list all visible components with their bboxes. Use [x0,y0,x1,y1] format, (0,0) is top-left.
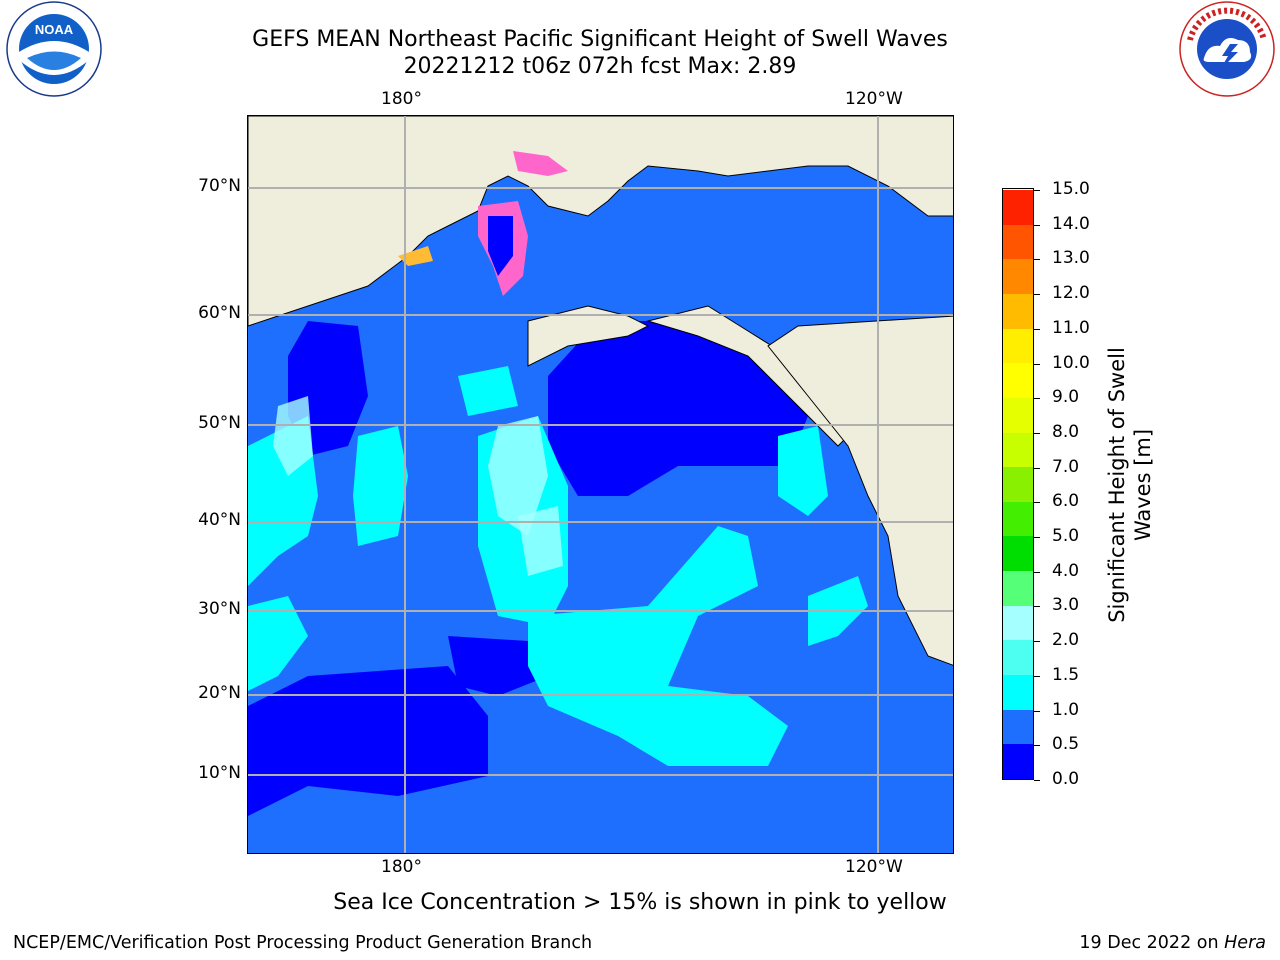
chart-subtitle: 20221212 t06z 072h fcst Max: 2.89 [403,54,797,79]
colorbar-segment [1003,501,1033,537]
footer-machine: Hera [1224,933,1266,953]
colorbar-tick-mark [1034,606,1040,608]
lon-label-top-180: 180° [381,89,422,109]
colorbar-label-line1: Significant Height of Swell [1105,347,1129,623]
colorbar-tick-mark [1034,537,1040,539]
colorbar-tick-label: 2.0 [1052,630,1080,651]
colorbar-tick-mark [1034,467,1040,469]
colorbar-tick-label: 4.0 [1052,560,1080,581]
colorbar-tick-mark [1034,398,1040,400]
colorbar-tick-label: 12.0 [1052,283,1090,304]
noaa-logo: NOAA [6,1,102,97]
colorbar-label-line2: Waves [m] [1131,428,1155,542]
colorbar-tick-label: 6.0 [1052,491,1080,512]
colorbar-tick-label: 1.5 [1052,664,1080,685]
lat-label-50n: 50°N [198,413,241,433]
colorbar-tick-label: 10.0 [1052,352,1090,373]
colorbar-tick-label: 9.0 [1052,387,1080,408]
colorbar-tick-label: 14.0 [1052,213,1090,234]
colorbar-tick-label: 0.0 [1052,769,1080,789]
colorbar-segment [1003,397,1033,433]
colorbar-tick-mark [1034,641,1040,643]
colorbar-tick-label: 15.0 [1052,179,1090,199]
colorbar-segment [1003,328,1033,364]
colorbar-tick-label: 11.0 [1052,317,1090,338]
colorbar-segment [1003,605,1033,641]
lat-label-30n: 30°N [198,599,241,619]
colorbar-tick-label: 0.5 [1052,734,1080,755]
footer-branch: NCEP/EMC/Verification Post Processing Pr… [13,933,593,953]
colorbar-tick-mark [1034,224,1040,226]
colorbar-segment [1003,189,1033,225]
colorbar [1002,188,1034,780]
colorbar-tick-mark [1034,710,1040,712]
colorbar-segment [1003,432,1033,468]
colorbar-tick-mark [1034,745,1040,747]
colorbar-tick-label: 7.0 [1052,456,1080,477]
colorbar-segment [1003,466,1033,502]
lat-label-10n: 10°N [198,763,241,783]
lat-label-60n: 60°N [198,303,241,323]
colorbar-tick-mark [1034,363,1040,365]
colorbar-tick-label: 3.0 [1052,595,1080,616]
colorbar-tick-label: 13.0 [1052,248,1090,269]
colorbar-tick-mark [1034,432,1040,434]
colorbar-tick-label: 1.0 [1052,699,1080,720]
footer-date: 19 Dec 2022 on Hera [1079,933,1266,953]
colorbar-segment [1003,224,1033,260]
colorbar-tick-mark [1034,294,1040,296]
sea-ice-note: Sea Ice Concentration > 15% is shown in … [333,890,947,915]
colorbar-tick-mark [1034,780,1040,781]
noaa-logo-text: NOAA [35,22,74,37]
nws-logo [1179,1,1275,97]
colorbar-tick-label: 8.0 [1052,421,1080,442]
lat-label-70n: 70°N [198,176,241,196]
lat-label-20n: 20°N [198,683,241,703]
colorbar-tick-mark [1034,571,1040,573]
map-panel [247,115,954,854]
colorbar-segment [1003,362,1033,398]
colorbar-tick-mark [1034,259,1040,261]
chart-title: GEFS MEAN Northeast Pacific Significant … [252,27,948,52]
colorbar-segment [1003,258,1033,294]
colorbar-tick-mark [1034,328,1040,330]
colorbar-segment [1003,535,1033,572]
colorbar-tick-mark [1034,675,1040,677]
colorbar-segment [1003,639,1033,676]
colorbar-segment [1003,293,1033,329]
swell-height-field [248,116,953,853]
lon-label-bottom-120w: 120°W [845,857,903,877]
colorbar-segment [1003,570,1033,606]
colorbar-tick-mark [1034,190,1040,191]
footer-date-text: 19 Dec 2022 on [1079,933,1219,953]
colorbar-segment [1003,674,1033,710]
lon-label-bottom-180: 180° [381,857,422,877]
lat-label-40n: 40°N [198,510,241,530]
colorbar-tick-label: 5.0 [1052,526,1080,547]
colorbar-segment [1003,743,1033,779]
colorbar-tick-mark [1034,502,1040,504]
colorbar-label: Significant Height of Swell Waves [m] [1104,347,1156,623]
colorbar-segment [1003,709,1033,745]
lon-label-top-120w: 120°W [845,89,903,109]
